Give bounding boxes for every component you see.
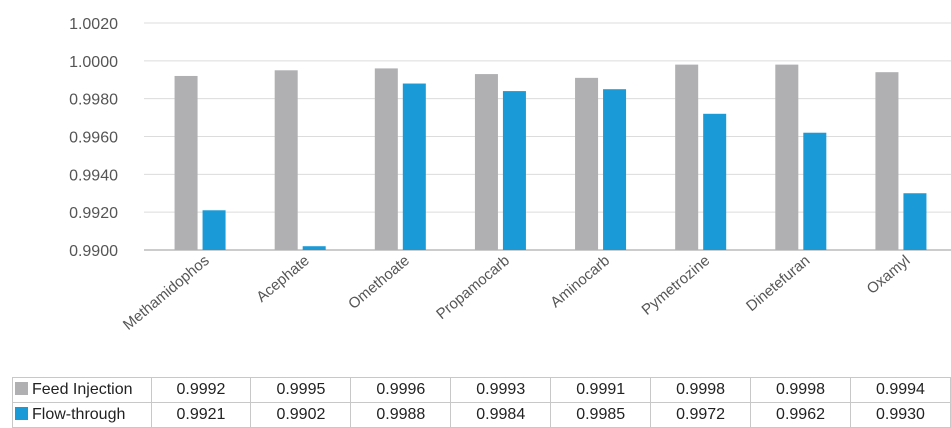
y-tick-label: 1.0000 — [69, 54, 118, 71]
y-tick-label: 0.9940 — [69, 167, 118, 184]
series-label-feed-injection: Feed Injection — [12, 377, 152, 403]
x-category-label: Aminocarb — [547, 252, 613, 311]
bars — [174, 64, 927, 251]
x-category-label: Oxamyl — [864, 252, 914, 298]
y-tick-label: 0.9980 — [69, 92, 118, 109]
bar-feed-injection — [775, 64, 799, 250]
bar-flow-through — [903, 193, 927, 250]
series-name: Feed Injection — [32, 381, 133, 398]
bar-flow-through — [803, 132, 827, 250]
x-category-label: Propamocarb — [433, 252, 513, 323]
y-tick-label: 0.9920 — [69, 205, 118, 222]
table-cell: 0.9930 — [849, 402, 951, 428]
bar-flow-through — [402, 83, 426, 251]
bar-feed-injection — [174, 75, 198, 250]
bar-flow-through — [202, 210, 226, 250]
table-cell: 0.9985 — [550, 402, 652, 428]
table-cell: 0.9972 — [650, 402, 752, 428]
table-cell: 0.9988 — [350, 402, 452, 428]
table-cell: 0.9984 — [450, 402, 552, 428]
x-category-label: Methamidophos — [120, 252, 213, 334]
data-table-row-feed-injection: Feed Injection 0.9992 0.9995 0.9996 0.99… — [12, 377, 951, 403]
table-cell: 0.9921 — [150, 402, 252, 428]
data-table-row-flow-through: Flow-through 0.9921 0.9902 0.9988 0.9984… — [12, 402, 951, 428]
y-axis-ticks: 0.9900 0.9920 0.9940 0.9960 0.9980 1.0000 1.00… — [69, 16, 118, 260]
bar-flow-through — [703, 113, 727, 250]
bar-flow-through — [603, 89, 627, 250]
bar-feed-injection — [875, 72, 899, 250]
table-cell: 0.9995 — [250, 377, 352, 403]
x-axis-categories: Methamidophos Acephate Omethoate Propamocar… — [120, 252, 914, 334]
x-category-label: Omethoate — [345, 252, 413, 313]
series-label-flow-through: Flow-through — [12, 402, 152, 428]
bar-feed-injection — [575, 77, 599, 250]
legend-swatch-feed-injection — [15, 382, 28, 395]
bar-feed-injection — [675, 64, 699, 250]
y-tick-label: 0.9960 — [69, 130, 118, 147]
table-cell: 0.9991 — [550, 377, 652, 403]
table-cell: 0.9996 — [350, 377, 452, 403]
y-tick-label: 0.9900 — [69, 243, 118, 260]
table-cell: 0.9992 — [150, 377, 252, 403]
bar-feed-injection — [274, 70, 298, 251]
bar-feed-injection — [374, 68, 398, 251]
table-cell: 0.9902 — [250, 402, 352, 428]
bar-chart: 0.9900 0.9920 0.9940 0.9960 0.9980 1.0000 1.00… — [69, 16, 951, 334]
x-category-label: Pymetrozine — [638, 252, 713, 319]
gridlines — [144, 22, 951, 251]
bar-feed-injection — [474, 74, 498, 250]
bar-flow-through — [302, 246, 326, 250]
y-tick-label: 1.0020 — [69, 16, 118, 33]
table-cell: 0.9962 — [750, 402, 851, 428]
x-category-label: Dinetefuran — [743, 252, 813, 315]
table-cell: 0.9994 — [849, 377, 951, 403]
bar-flow-through — [502, 91, 526, 250]
table-cell: 0.9998 — [750, 377, 851, 403]
table-cell: 0.9993 — [450, 377, 552, 403]
data-table: Feed Injection 0.9992 0.9995 0.9996 0.99… — [12, 377, 951, 428]
x-category-label: Acephate — [253, 252, 312, 306]
legend-swatch-flow-through — [15, 407, 28, 420]
series-name: Flow-through — [32, 406, 126, 423]
table-cell: 0.9998 — [650, 377, 752, 403]
